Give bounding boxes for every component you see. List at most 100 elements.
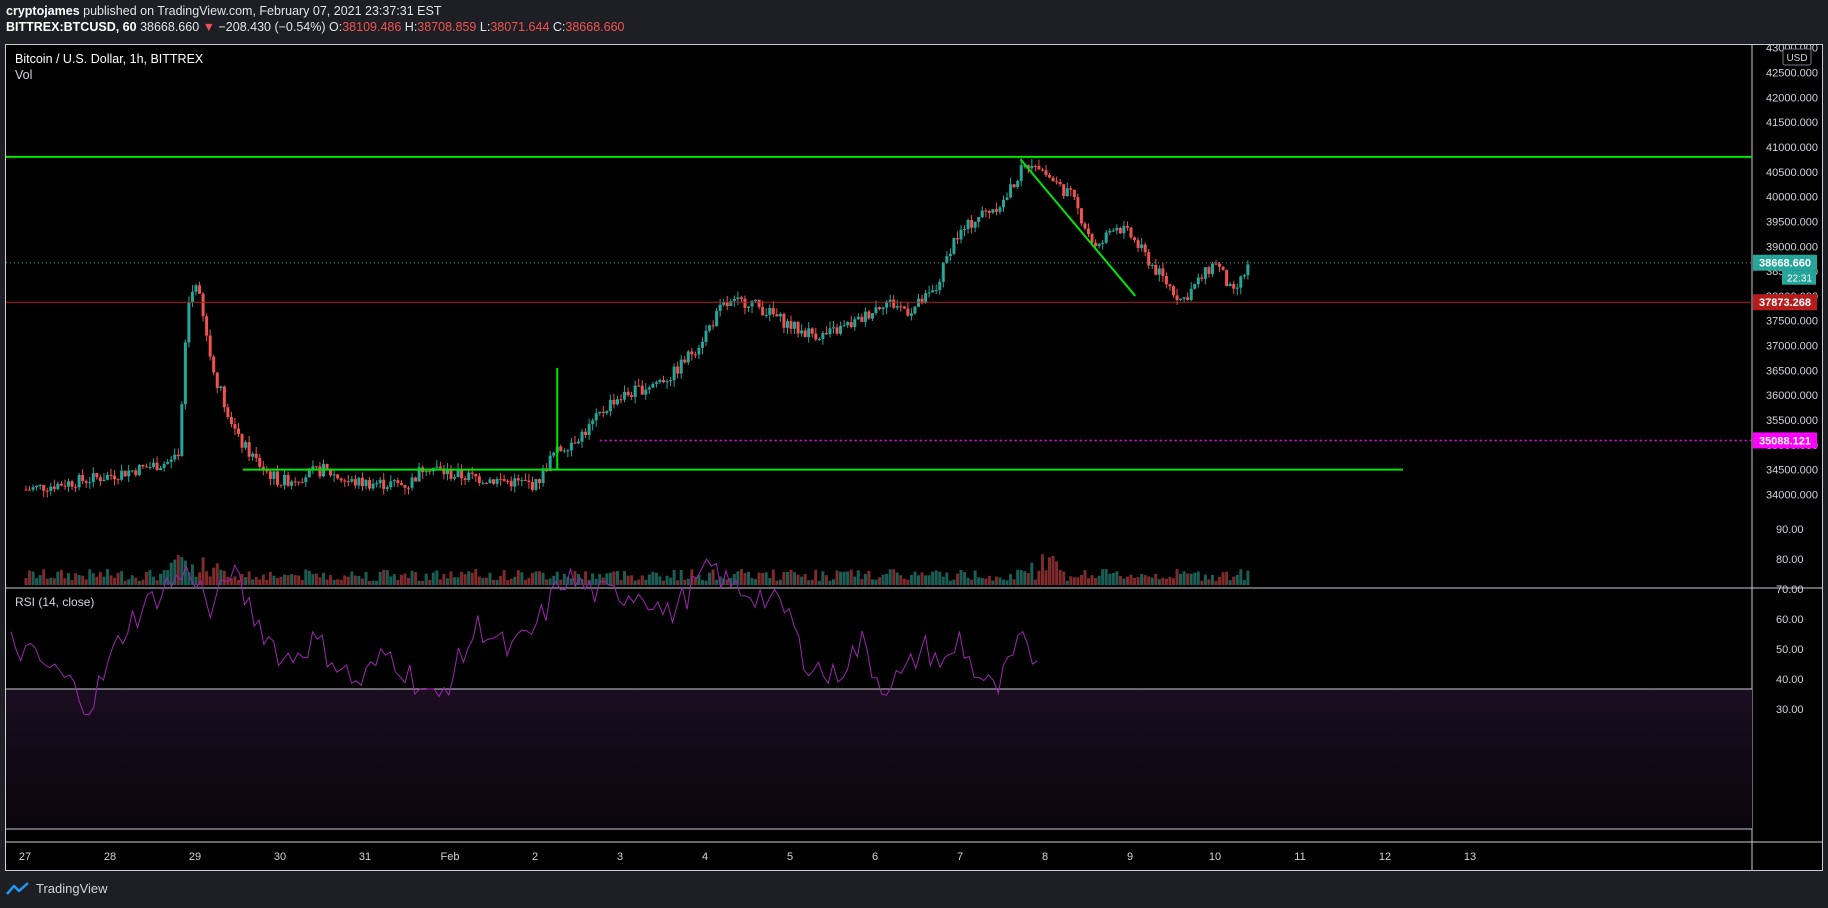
currency-button[interactable]	[1782, 48, 1812, 66]
candle-body	[1111, 230, 1115, 232]
countdown-label: 22:31	[1787, 274, 1812, 285]
time-tick-label: 9	[1127, 851, 1133, 863]
candle-body	[173, 454, 177, 460]
author-name[interactable]: cryptojames	[6, 4, 80, 18]
volume-bar	[562, 573, 566, 585]
time-tick-label: 12	[1379, 851, 1391, 863]
chart-area[interactable]: 43000.00042500.00042000.00041500.0004100…	[5, 43, 1823, 871]
candle-body	[460, 469, 464, 479]
volume-bar	[428, 579, 432, 585]
candle-body	[846, 322, 850, 326]
candle-body	[275, 471, 279, 485]
candle-body	[924, 293, 928, 304]
candle-body	[693, 354, 697, 356]
volume-bar	[1133, 577, 1137, 585]
volume-bar	[697, 574, 701, 585]
candle-body	[155, 462, 159, 471]
volume-bar	[1136, 577, 1140, 585]
volume-bar	[31, 571, 35, 585]
volume-bar	[470, 572, 474, 585]
candle-body	[654, 382, 658, 384]
volume-bar	[591, 573, 595, 585]
volume-bar	[704, 580, 708, 585]
volume-bar	[750, 578, 754, 585]
candle-body	[1133, 237, 1137, 241]
volume-bar	[499, 576, 503, 585]
candle-body	[754, 299, 758, 302]
volume-bar	[198, 572, 202, 585]
candle-body	[853, 319, 857, 328]
candle-body	[541, 468, 545, 484]
candle-body	[562, 450, 566, 452]
time-tick-label: 3	[617, 851, 623, 863]
volume-bar	[545, 579, 549, 585]
volume-bar	[885, 573, 889, 585]
candle-body	[353, 479, 357, 486]
volume-bar	[530, 573, 534, 585]
price-tick-label: 42500.000	[1766, 68, 1818, 80]
volume-bar	[152, 576, 155, 585]
volume-bar	[605, 573, 609, 585]
low-value: 38071.644	[490, 20, 550, 34]
candle-body	[1214, 263, 1218, 265]
candle-body	[1069, 188, 1073, 190]
candle-body	[662, 380, 665, 383]
volume-bar	[205, 571, 209, 585]
candle-body	[736, 297, 740, 299]
volume-bar	[1048, 557, 1052, 585]
candle-body	[534, 479, 538, 490]
candle-body	[856, 316, 860, 320]
candle-body	[1055, 181, 1059, 183]
candle-body	[750, 301, 754, 307]
candle-body	[768, 308, 772, 315]
volume-bar	[208, 576, 212, 585]
volume-bar	[892, 569, 896, 585]
volume-bar	[431, 572, 435, 585]
time-tick-label: 6	[872, 851, 878, 863]
chart-svg[interactable]: 43000.00042500.00042000.00041500.0004100…	[6, 43, 1822, 870]
magenta-price-label: 35088.121	[1759, 435, 1811, 447]
candle-body	[1048, 174, 1052, 178]
candle-body	[1044, 170, 1048, 175]
volume-bar	[945, 572, 949, 585]
candle-body	[59, 483, 63, 486]
volume-bar	[612, 571, 616, 585]
volume-bar	[739, 569, 743, 585]
candle-body	[1157, 268, 1161, 275]
candle-body	[1189, 288, 1193, 300]
volume-bar	[375, 580, 379, 585]
volume-bar	[909, 575, 913, 585]
volume-bar	[594, 578, 598, 585]
volume-bar	[693, 578, 697, 585]
candle-body	[509, 480, 513, 487]
volume-bar	[268, 571, 272, 585]
candle-body	[874, 307, 878, 314]
candle-body	[1090, 234, 1094, 243]
time-tick-label: 8	[1042, 851, 1048, 863]
brand-name[interactable]: TradingView	[36, 881, 108, 896]
volume-bar	[686, 578, 690, 585]
candle-body	[137, 464, 141, 476]
candle-body	[1026, 165, 1030, 169]
candle-body	[35, 485, 39, 488]
volume-bar	[95, 576, 99, 585]
candle-body	[516, 478, 520, 481]
volume-bar	[1115, 571, 1119, 585]
candle-body	[605, 411, 609, 413]
candle-body	[261, 466, 265, 471]
volume-bar	[1104, 569, 1108, 585]
candle-body	[1143, 244, 1147, 253]
candle-body	[293, 481, 297, 483]
candle-body	[1094, 242, 1098, 247]
volume-bar	[1019, 570, 1023, 585]
candle-body	[1147, 252, 1151, 266]
volume-bar	[722, 578, 726, 585]
close-value: 38668.660	[565, 20, 625, 34]
volume-bar	[453, 577, 457, 585]
candle-body	[1065, 188, 1069, 197]
volume-bar	[771, 569, 775, 585]
candle-body	[506, 480, 510, 482]
candle-body	[690, 351, 694, 355]
price-tick-label: 40000.000	[1766, 192, 1818, 204]
drawings[interactable]	[6, 155, 1752, 471]
